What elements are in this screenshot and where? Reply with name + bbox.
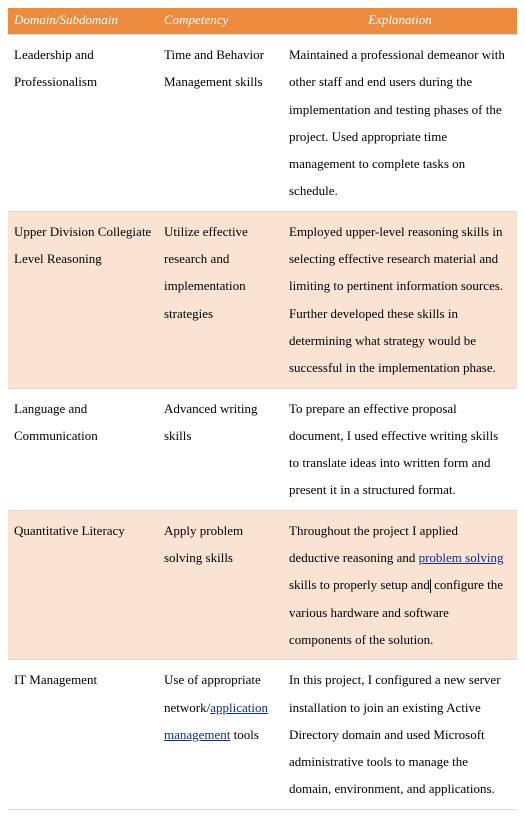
cell-explanation: In this project, I configured a new serv… xyxy=(283,660,517,809)
table-row: IT Management Use of appropriate network… xyxy=(8,660,517,809)
cell-domain: Leadership and Professionalism xyxy=(8,35,158,212)
cell-competency: Time and Behavior Management skills xyxy=(158,35,283,212)
cell-domain: Language and Communication xyxy=(8,388,158,510)
competency-table: Domain/Subdomain Competency Explanation … xyxy=(8,8,517,810)
table-row: Language and Communication Advanced writ… xyxy=(8,388,517,510)
col-header-domain: Domain/Subdomain xyxy=(8,8,158,35)
text-fragment: tools xyxy=(230,727,259,742)
table-row: Leadership and Professionalism Time and … xyxy=(8,35,517,212)
cell-domain: IT Management xyxy=(8,660,158,809)
cell-explanation: Employed upper-level reasoning skills in… xyxy=(283,211,517,388)
col-header-explanation: Explanation xyxy=(283,8,517,35)
cell-competency: Use of appropriate network/application m… xyxy=(158,660,283,809)
cell-domain: Upper Division Collegiate Level Reasonin… xyxy=(8,211,158,388)
cell-competency: Advanced writing skills xyxy=(158,388,283,510)
hyperlink-problem-solving[interactable]: problem solving xyxy=(419,550,504,565)
table-row: Upper Division Collegiate Level Reasonin… xyxy=(8,211,517,388)
cell-competency: Utilize effective research and implement… xyxy=(158,211,283,388)
col-header-competency: Competency xyxy=(158,8,283,35)
cell-domain: Quantitative Literacy xyxy=(8,510,158,659)
cell-explanation: To prepare an effective proposal documen… xyxy=(283,388,517,510)
cell-explanation: Throughout the project I applied deducti… xyxy=(283,510,517,659)
text-fragment: skills to properly setup and xyxy=(289,577,430,592)
cell-competency: Apply problem solving skills xyxy=(158,510,283,659)
table-row: Quantitative Literacy Apply problem solv… xyxy=(8,510,517,659)
table-header-row: Domain/Subdomain Competency Explanation xyxy=(8,8,517,35)
cell-explanation: Maintained a professional demeanor with … xyxy=(283,35,517,212)
